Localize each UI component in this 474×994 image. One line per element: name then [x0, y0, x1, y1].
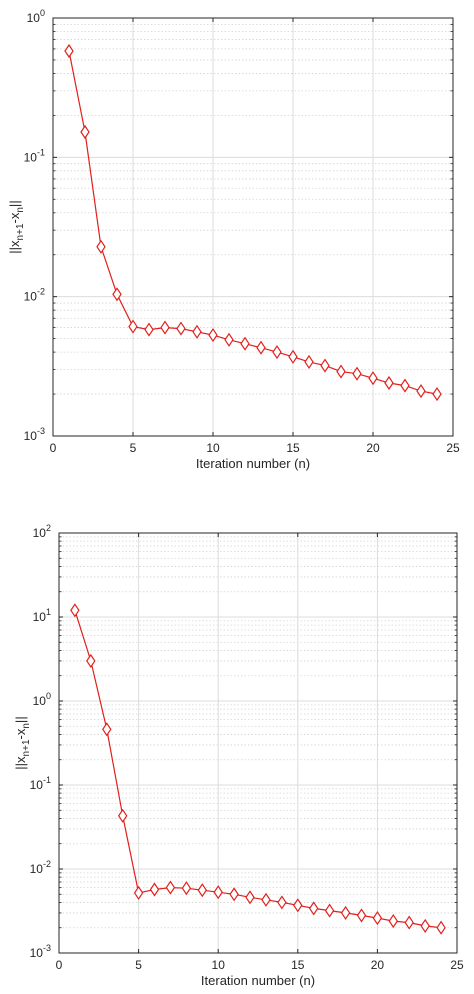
- data-point-marker: [404, 915, 414, 930]
- data-point-marker: [208, 328, 218, 343]
- data-point-marker: [197, 883, 208, 898]
- data-point-marker: [372, 911, 383, 926]
- data-point-marker: [368, 371, 378, 386]
- data-point-marker: [308, 901, 319, 916]
- data-point-marker: [96, 239, 106, 254]
- x-tick-label: 15: [291, 958, 305, 972]
- data-point-marker: [160, 320, 170, 335]
- data-point-marker: [144, 322, 154, 337]
- data-point-marker: [165, 880, 176, 895]
- data-point-marker: [277, 895, 287, 910]
- data-point-marker: [304, 354, 314, 369]
- y-tick-label: 10-1: [24, 147, 45, 164]
- y-tick-label: 10-2: [30, 859, 51, 876]
- data-point-marker: [356, 908, 367, 923]
- y-tick-label: 10-3: [24, 426, 45, 443]
- y-tick-label: 101: [33, 607, 51, 624]
- data-point-marker: [112, 287, 122, 302]
- x-tick-label: 10: [206, 441, 220, 455]
- data-point-marker: [86, 653, 96, 668]
- data-point-marker: [340, 905, 351, 920]
- data-point-marker: [384, 375, 394, 391]
- plot-area: [53, 18, 453, 436]
- data-point-marker: [224, 332, 234, 347]
- data-point-marker: [128, 319, 138, 334]
- data-point-marker: [181, 881, 192, 896]
- y-tick-label: 10-1: [30, 775, 51, 792]
- x-tick-label: 20: [366, 441, 380, 455]
- x-tick-label: 25: [450, 958, 464, 972]
- data-point-marker: [133, 885, 144, 900]
- data-point-marker: [324, 903, 335, 918]
- x-tick-label: 25: [446, 441, 460, 455]
- data-point-marker: [213, 885, 223, 900]
- data-point-marker: [416, 384, 426, 399]
- data-point-marker: [432, 387, 442, 402]
- data-point-marker: [117, 808, 128, 823]
- x-tick-label: 5: [130, 441, 137, 455]
- y-tick-label: 102: [33, 523, 51, 540]
- data-point-marker: [64, 43, 74, 59]
- data-point-marker: [352, 366, 362, 381]
- data-point-marker: [192, 324, 202, 339]
- y-tick-label: 10-3: [30, 943, 51, 960]
- data-point-marker: [261, 892, 271, 907]
- data-point-marker: [102, 722, 112, 737]
- data-point-marker: [272, 345, 282, 360]
- axes-box: [58, 532, 458, 954]
- data-point-marker: [229, 887, 239, 902]
- y-axis-label: ||xn+1-xn||: [7, 200, 26, 253]
- x-tick-label: 5: [135, 958, 142, 972]
- data-point-marker: [240, 336, 250, 351]
- data-point-marker: [245, 890, 255, 905]
- x-axis-label: Iteration number (n): [196, 456, 310, 471]
- data-point-marker: [336, 364, 346, 379]
- data-point-marker: [288, 349, 298, 364]
- x-axis-label: Iteration number (n): [201, 973, 315, 988]
- x-tick-label: 10: [212, 958, 226, 972]
- top-panel: 0 5 10 15 20 25 100 10-1 10-2 10-3 Iteration numbe…: [7, 8, 460, 471]
- y-axis-label: ||xn+1-xn||: [13, 716, 32, 769]
- x-tick-label: 0: [50, 441, 57, 455]
- bottom-panel: 0 5 10 15 20 25 102 101 100 10-1 10-2 10-3 Iteration…: [13, 523, 464, 988]
- x-tick-label: 15: [286, 441, 300, 455]
- plot-area: [59, 533, 457, 953]
- y-tick-label: 100: [27, 8, 45, 25]
- y-tick-label: 100: [33, 691, 51, 708]
- data-point-marker: [80, 124, 90, 140]
- data-point-marker: [436, 920, 446, 935]
- axes-box: [52, 17, 454, 437]
- y-tick-label: 10-2: [24, 287, 45, 304]
- data-point-marker: [420, 918, 430, 933]
- data-point-marker: [293, 898, 303, 913]
- x-tick-label: 20: [371, 958, 385, 972]
- data-point-marker: [388, 914, 399, 929]
- x-tick-label: 0: [56, 958, 63, 972]
- data-point-marker: [320, 358, 330, 373]
- data-point-marker: [70, 603, 80, 618]
- data-point-marker: [176, 321, 186, 336]
- data-point-marker: [149, 882, 160, 897]
- data-point-marker: [256, 340, 266, 355]
- data-point-marker: [400, 378, 410, 393]
